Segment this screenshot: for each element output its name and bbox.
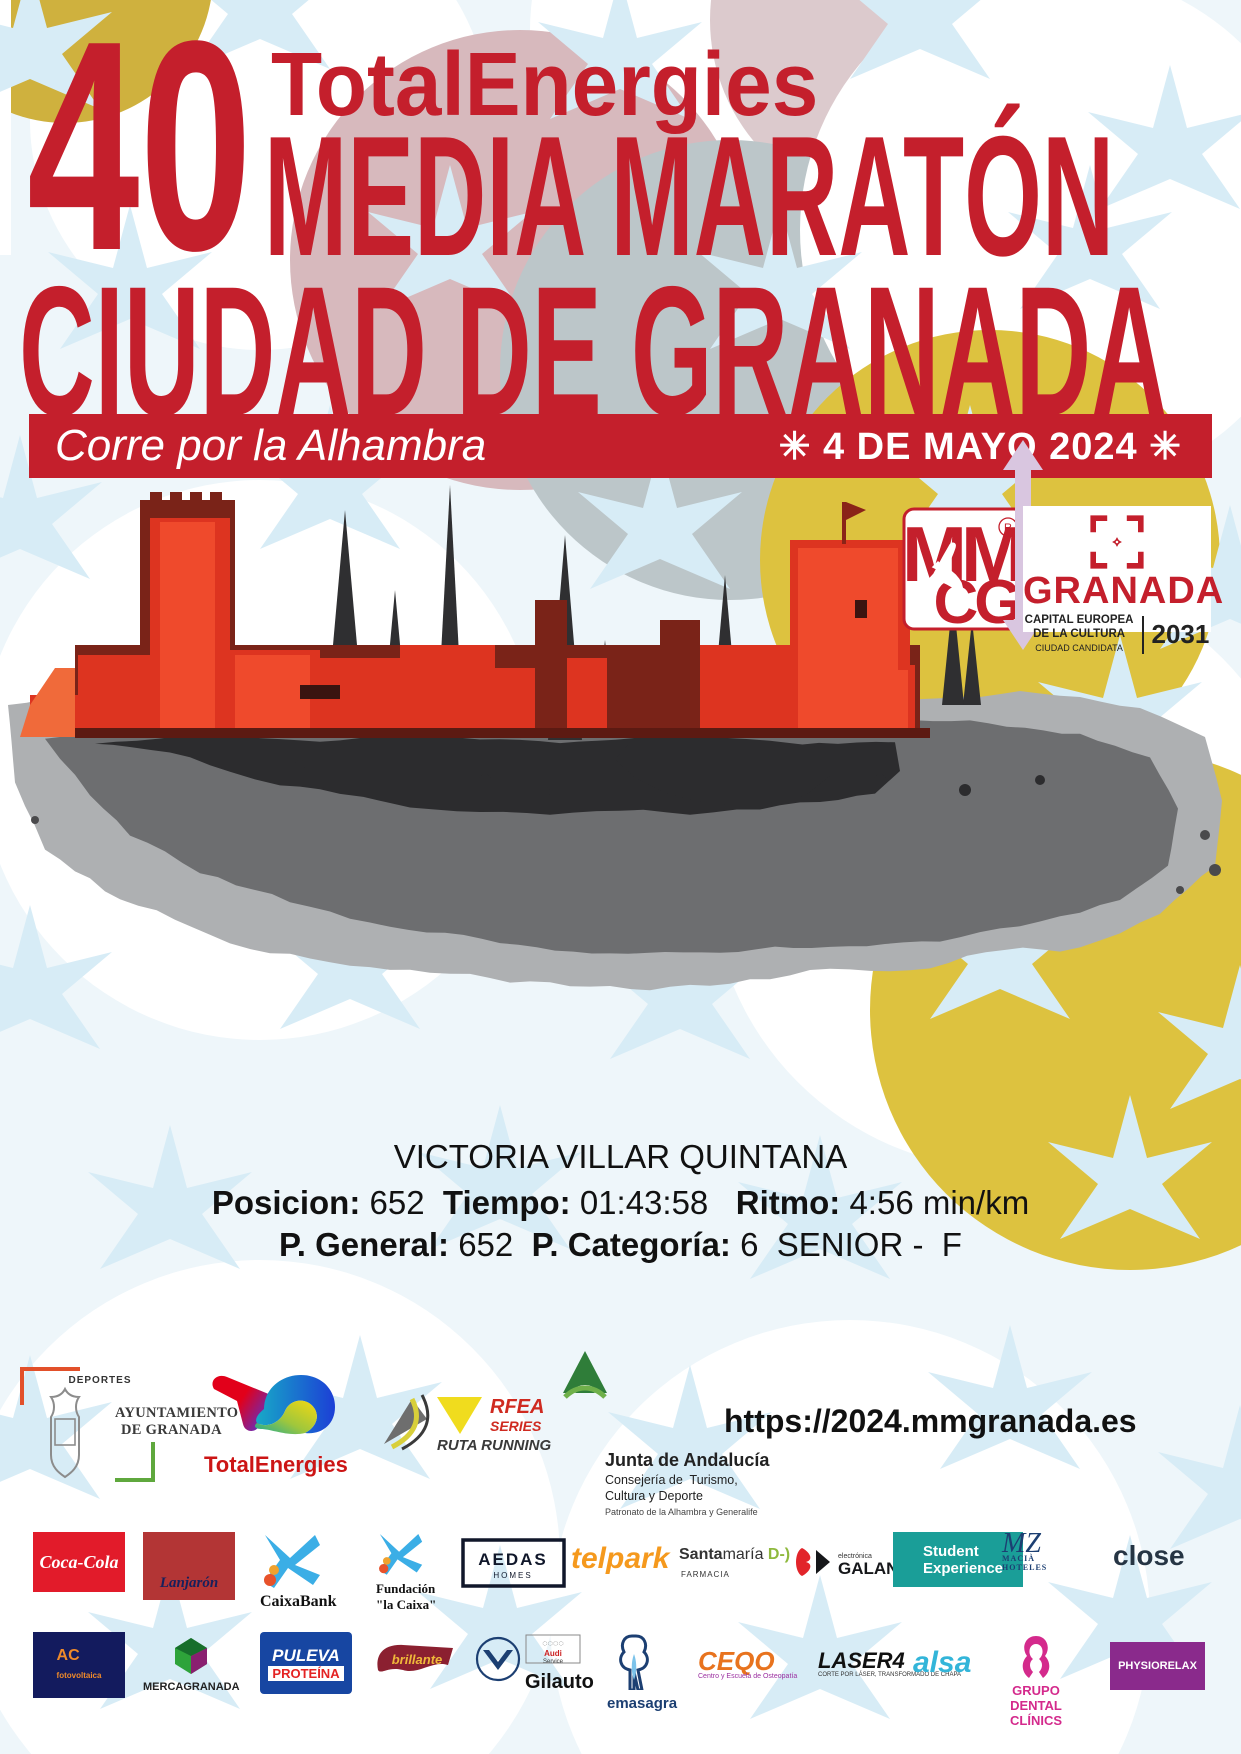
svg-text:DEPORTES: DEPORTES [68, 1375, 131, 1386]
svg-text:◌◌◌◌: ◌◌◌◌ [542, 1638, 563, 1648]
svg-text:brillante: brillante [392, 1652, 443, 1667]
svg-text:HOMES: HOMES [493, 1571, 532, 1580]
svg-text:SERIES: SERIES [490, 1418, 542, 1434]
svg-text:RFEA: RFEA [490, 1396, 544, 1418]
svg-text:Audi: Audi [544, 1649, 562, 1658]
svg-text:Service: Service [543, 1659, 564, 1664]
svg-text:AEDAS: AEDAS [478, 1550, 548, 1569]
svg-text:RUTA RUNNING: RUTA RUNNING [437, 1437, 551, 1454]
svg-text:GALAN: GALAN [838, 1559, 898, 1578]
